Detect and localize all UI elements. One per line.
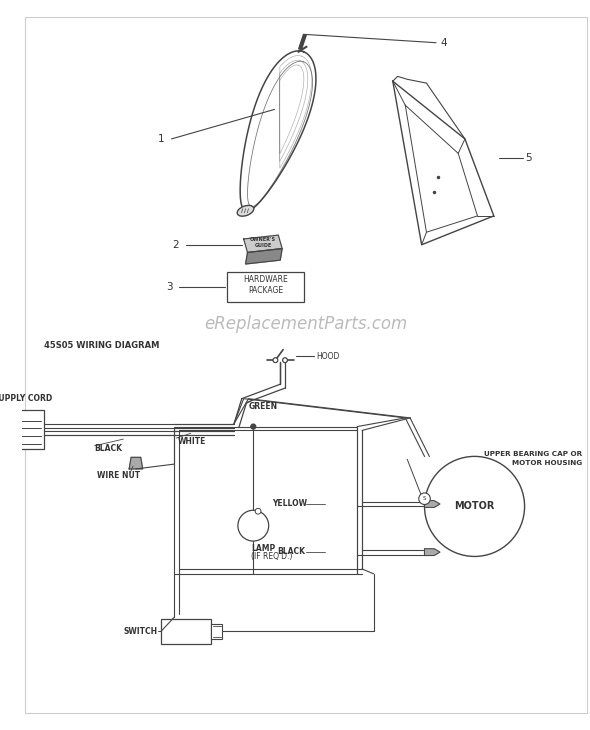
Circle shape (273, 358, 278, 363)
Text: YELLOW: YELLOW (273, 499, 307, 508)
Text: 45S05 WIRING DIAGRAM: 45S05 WIRING DIAGRAM (44, 341, 159, 350)
Text: SUPPLY CORD: SUPPLY CORD (0, 394, 52, 403)
Text: WHITE: WHITE (178, 437, 206, 445)
Polygon shape (129, 458, 143, 469)
Text: SWITCH: SWITCH (124, 627, 158, 636)
Text: 4: 4 (441, 38, 447, 47)
Circle shape (255, 508, 261, 514)
Ellipse shape (237, 205, 254, 216)
Circle shape (425, 456, 525, 556)
Text: 2: 2 (173, 239, 179, 250)
Text: UPPER BEARING CAP OR: UPPER BEARING CAP OR (484, 451, 582, 458)
Text: HARDWARE
PACKAGE: HARDWARE PACKAGE (244, 275, 288, 295)
Polygon shape (244, 235, 282, 253)
Text: OWNER'S
GUIDE: OWNER'S GUIDE (250, 237, 276, 248)
Bar (227, 272, 304, 302)
Text: eReplacementParts.com: eReplacementParts.com (205, 315, 408, 333)
Text: GREEN: GREEN (248, 402, 278, 411)
Text: MOTOR: MOTOR (454, 502, 495, 512)
Circle shape (238, 510, 268, 541)
Text: LAMP: LAMP (251, 545, 276, 553)
Circle shape (251, 424, 255, 429)
Text: 1: 1 (158, 134, 165, 144)
Polygon shape (245, 249, 282, 264)
Text: WIRE NUT: WIRE NUT (97, 471, 140, 480)
Polygon shape (425, 501, 440, 507)
Bar (211, 624, 222, 639)
Bar (0, 410, 44, 449)
Text: MOTOR HOUSING: MOTOR HOUSING (512, 460, 582, 466)
Text: (IF REQ'D.): (IF REQ'D.) (251, 552, 293, 561)
Circle shape (419, 493, 430, 504)
Text: S: S (423, 496, 427, 502)
Bar (161, 619, 211, 644)
Text: 5: 5 (526, 153, 532, 164)
Circle shape (283, 358, 287, 363)
Text: BLACK: BLACK (277, 548, 306, 556)
Text: HOOD: HOOD (316, 352, 339, 361)
Polygon shape (425, 549, 440, 556)
Text: 3: 3 (166, 282, 172, 292)
Text: BLACK: BLACK (94, 444, 123, 453)
